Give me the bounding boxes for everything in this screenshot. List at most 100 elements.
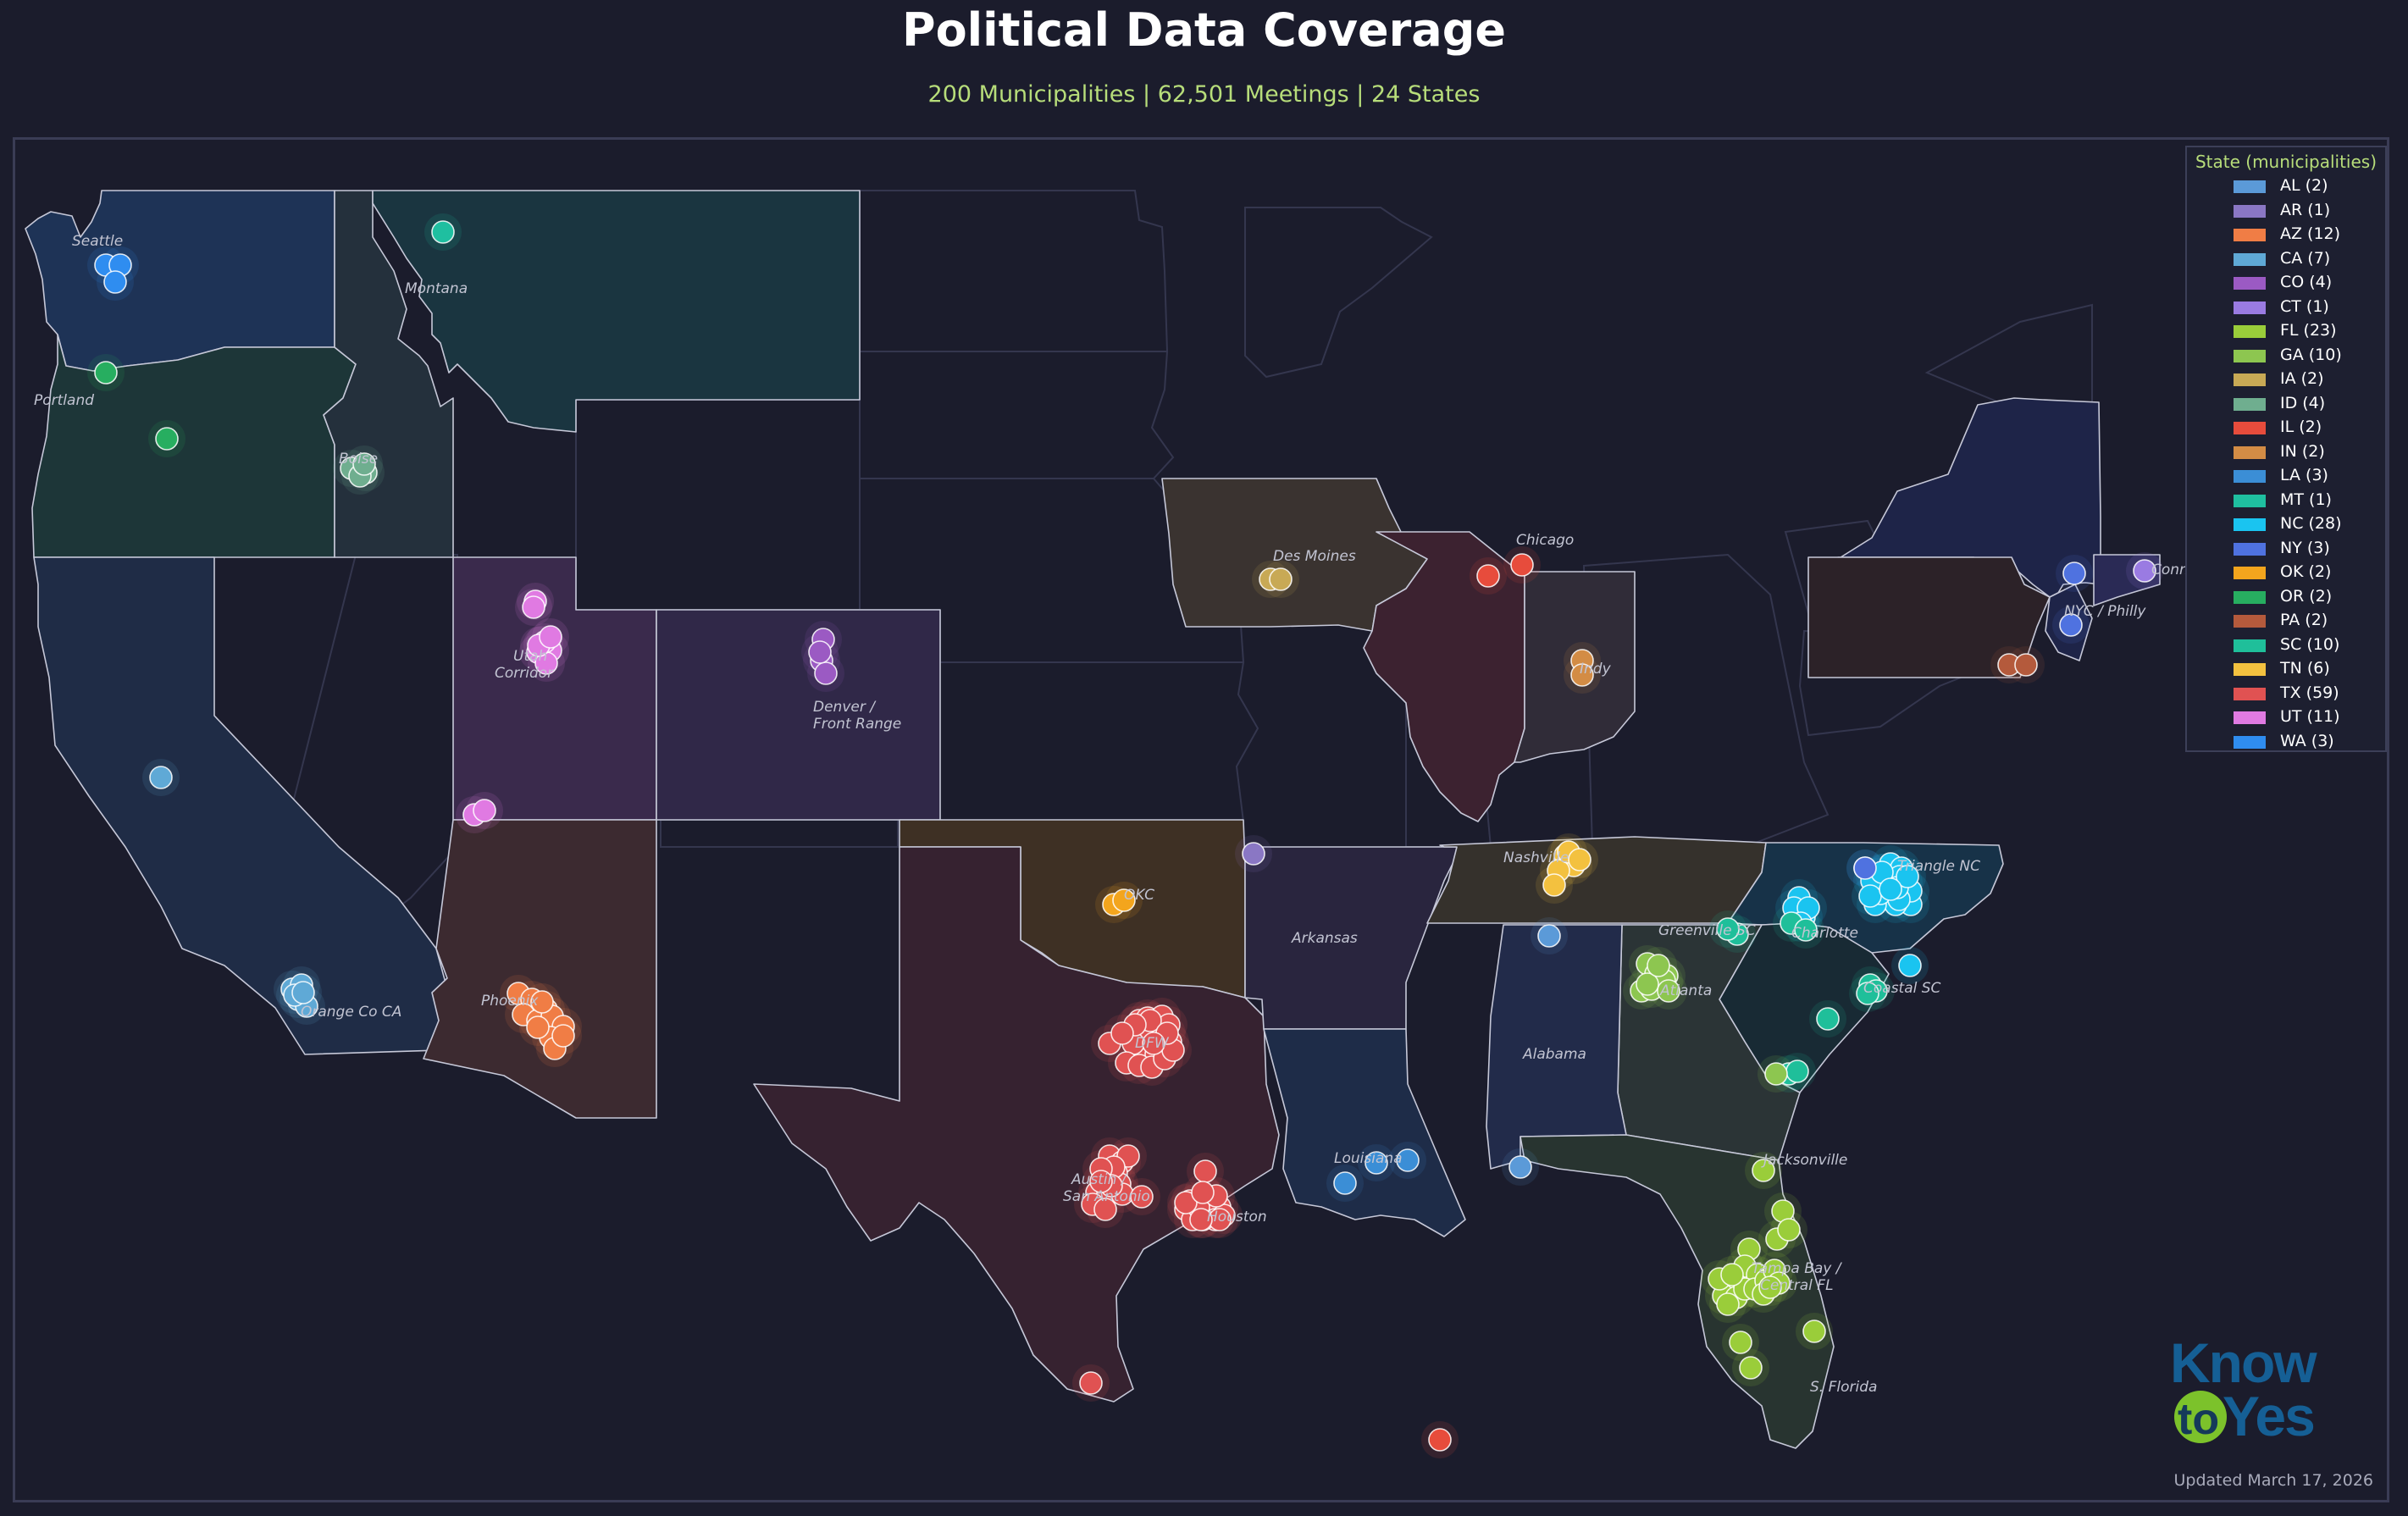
municipality-marker-tx bbox=[1189, 1208, 1213, 1231]
legend-swatch bbox=[2234, 567, 2266, 579]
region-label: Denver / Front Range bbox=[813, 699, 901, 733]
legend-swatch bbox=[2234, 349, 2266, 362]
legend-swatch bbox=[2234, 639, 2266, 652]
region-label: Utah Corridor bbox=[495, 648, 554, 682]
legend-item: NY (3) bbox=[2187, 538, 2385, 562]
region-label: Atlanta bbox=[1659, 982, 1712, 999]
region-label: Des Moines bbox=[1273, 548, 1356, 565]
legend-label: CT (1) bbox=[2280, 296, 2329, 316]
region-label: Seattle bbox=[72, 233, 123, 250]
legend-label: SC (10) bbox=[2280, 634, 2340, 654]
municipality-marker-la bbox=[1365, 1151, 1388, 1175]
legend-item: IA (2) bbox=[2187, 368, 2385, 393]
municipality-marker-il bbox=[1428, 1428, 1452, 1452]
municipality-marker-tx bbox=[1174, 1191, 1198, 1214]
legend-label: TX (59) bbox=[2280, 683, 2339, 702]
state-outline bbox=[660, 819, 899, 848]
municipality-marker-tx bbox=[1142, 1032, 1165, 1055]
municipality-marker-al bbox=[1537, 924, 1561, 948]
legend-swatch bbox=[2234, 542, 2266, 556]
municipality-marker-sc bbox=[1816, 1007, 1840, 1031]
legend-swatch bbox=[2234, 397, 2266, 411]
legend-item: LA (3) bbox=[2187, 465, 2385, 490]
municipality-marker-il bbox=[1476, 564, 1500, 588]
legend-swatch bbox=[2234, 494, 2266, 507]
legend-swatch bbox=[2234, 422, 2266, 434]
legend-label: CA (7) bbox=[2280, 248, 2331, 268]
municipality-marker-nc bbox=[1898, 954, 1922, 977]
region-label: Coastal SC bbox=[1863, 980, 1941, 997]
municipality-marker-ca bbox=[291, 981, 315, 1004]
logo-word-to: to bbox=[2178, 1395, 2219, 1444]
municipality-marker-fl bbox=[1752, 1159, 1775, 1182]
legend-swatch bbox=[2234, 180, 2266, 193]
legend-swatch bbox=[2234, 470, 2266, 483]
legend-swatch bbox=[2234, 373, 2266, 386]
knowtoyes-logo: Know to Yes bbox=[2170, 1334, 2319, 1447]
legend-items: AL (2) AR (1) AZ (12) CA (7) CO (4) CT (1) FL … bbox=[2187, 175, 2385, 755]
state-shapes bbox=[25, 190, 2161, 1449]
state-shape-or bbox=[31, 334, 357, 558]
municipality-marker-ny bbox=[2062, 562, 2086, 585]
state-outline bbox=[859, 190, 1169, 352]
legend-item: OR (2) bbox=[2187, 586, 2385, 611]
legend-swatch bbox=[2234, 687, 2266, 700]
legend-label: IN (2) bbox=[2280, 441, 2325, 461]
state-outline bbox=[859, 351, 1175, 479]
legend-item: OK (2) bbox=[2187, 562, 2385, 586]
legend-swatch bbox=[2234, 711, 2266, 724]
legend-swatch bbox=[2234, 204, 2266, 218]
region-label: Louisiana bbox=[1334, 1150, 1403, 1167]
region-label: Chicago bbox=[1516, 532, 1574, 549]
municipality-marker-fl bbox=[1716, 1292, 1740, 1316]
region-label: Alabama bbox=[1522, 1046, 1586, 1063]
municipality-marker-ca bbox=[149, 766, 173, 789]
region-label: Charlotte bbox=[1791, 925, 1858, 942]
state-shape-ar bbox=[1244, 846, 1462, 1030]
municipality-marker-ga bbox=[1657, 979, 1680, 1003]
region-label: Phoenix bbox=[481, 993, 539, 1010]
legend-label: PA (2) bbox=[2280, 611, 2328, 629]
municipality-marker-ny bbox=[2059, 613, 2083, 637]
state-shape-al bbox=[1486, 924, 1627, 1170]
state-shape-ut bbox=[452, 556, 657, 821]
state-legend: State (municipalities) AL (2) AR (1) AZ (1… bbox=[2185, 146, 2387, 752]
state-shape-mt bbox=[372, 190, 861, 433]
legend-item: AL (2) bbox=[2187, 175, 2385, 200]
municipality-marker-in bbox=[1570, 663, 1594, 687]
municipality-marker-or bbox=[94, 361, 118, 385]
legend-label: WA (3) bbox=[2280, 731, 2334, 750]
municipality-marker-sc bbox=[1856, 982, 1879, 1005]
state-shape-tn bbox=[1426, 836, 1767, 924]
municipality-marker-ct bbox=[2133, 559, 2156, 583]
municipality-marker-or bbox=[155, 427, 179, 451]
municipality-marker-nc bbox=[1879, 877, 1902, 901]
region-label: Greenville SC bbox=[1658, 922, 1756, 939]
municipality-marker-wa bbox=[103, 270, 127, 294]
legend-item: UT (11) bbox=[2187, 706, 2385, 731]
municipality-marker-ga bbox=[1636, 972, 1659, 996]
legend-swatch bbox=[2234, 252, 2266, 266]
logo-circle bbox=[2174, 1391, 2227, 1443]
legend-label: TN (6) bbox=[2280, 659, 2330, 678]
legend-item: ID (4) bbox=[2187, 393, 2385, 418]
legend-item: CT (1) bbox=[2187, 296, 2385, 321]
legend-item: TX (59) bbox=[2187, 683, 2385, 707]
map-frame bbox=[13, 137, 2389, 1502]
municipality-marker-ar bbox=[1242, 842, 1265, 866]
municipality-marker-la bbox=[1333, 1171, 1357, 1195]
legend-swatch bbox=[2234, 663, 2266, 676]
municipality-marker-sc bbox=[1785, 1060, 1809, 1083]
legend-label: AR (1) bbox=[2280, 200, 2331, 219]
state-outline bbox=[1924, 303, 2093, 442]
legend-label: AZ (12) bbox=[2280, 224, 2341, 243]
municipality-marker-fl bbox=[1802, 1320, 1826, 1343]
legend-swatch bbox=[2234, 445, 2266, 459]
legend-item: PA (2) bbox=[2187, 610, 2385, 634]
legend-label: NY (3) bbox=[2280, 538, 2330, 557]
municipality-marker-co bbox=[814, 661, 838, 685]
municipality-marker-tx bbox=[1089, 1170, 1113, 1193]
municipality-marker-ut bbox=[539, 625, 562, 649]
municipality-marker-tx bbox=[1130, 1185, 1154, 1209]
legend-label: CO (4) bbox=[2280, 273, 2333, 291]
